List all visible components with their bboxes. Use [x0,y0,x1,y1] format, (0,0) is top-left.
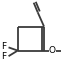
Text: O: O [49,46,56,55]
Text: F: F [1,52,7,61]
Text: F: F [1,42,7,51]
